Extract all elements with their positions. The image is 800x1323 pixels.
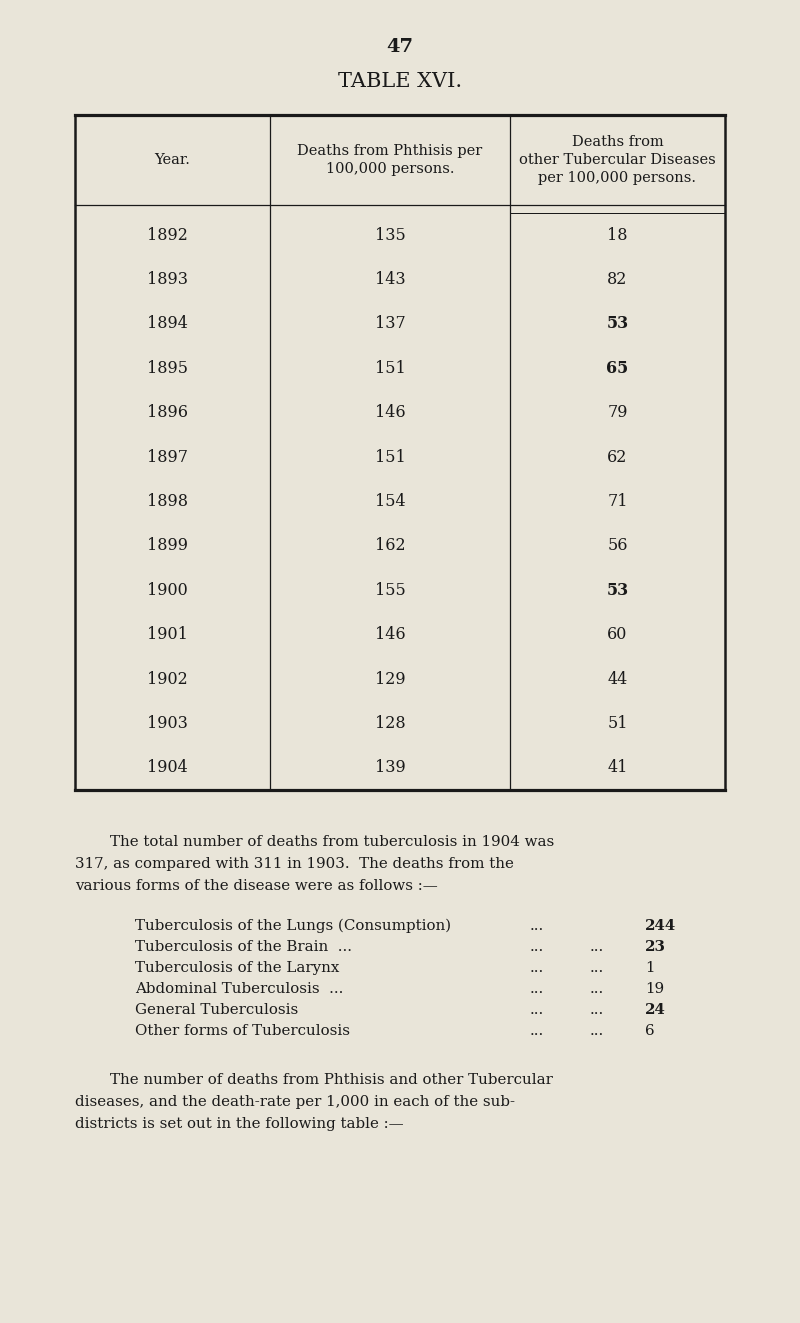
Text: 51: 51 bbox=[607, 714, 628, 732]
Text: 1896: 1896 bbox=[147, 405, 188, 421]
Text: 129: 129 bbox=[374, 671, 406, 688]
Text: 143: 143 bbox=[374, 271, 406, 288]
Text: various forms of the disease were as follows :—: various forms of the disease were as fol… bbox=[75, 878, 438, 893]
Text: ...: ... bbox=[530, 1024, 544, 1039]
Text: 1: 1 bbox=[645, 960, 654, 975]
Text: ...: ... bbox=[530, 1003, 544, 1017]
Text: 82: 82 bbox=[607, 271, 628, 288]
Text: ...: ... bbox=[590, 1003, 604, 1017]
Text: 151: 151 bbox=[374, 448, 406, 466]
Text: 128: 128 bbox=[374, 714, 406, 732]
Text: 23: 23 bbox=[645, 941, 666, 954]
Text: ...: ... bbox=[530, 982, 544, 996]
Text: 154: 154 bbox=[374, 493, 406, 509]
Text: 1902: 1902 bbox=[147, 671, 188, 688]
Text: 317, as compared with 311 in 1903.  The deaths from the: 317, as compared with 311 in 1903. The d… bbox=[75, 857, 514, 871]
Text: districts is set out in the following table :—: districts is set out in the following ta… bbox=[75, 1117, 404, 1131]
Text: The number of deaths from Phthisis and other Tubercular: The number of deaths from Phthisis and o… bbox=[110, 1073, 553, 1088]
Text: 1901: 1901 bbox=[147, 626, 188, 643]
Text: 60: 60 bbox=[607, 626, 628, 643]
Text: 155: 155 bbox=[374, 582, 406, 599]
Text: 244: 244 bbox=[645, 919, 676, 933]
Text: 1899: 1899 bbox=[147, 537, 188, 554]
Text: 71: 71 bbox=[607, 493, 628, 509]
Text: 6: 6 bbox=[645, 1024, 654, 1039]
Text: General Tuberculosis: General Tuberculosis bbox=[135, 1003, 298, 1017]
Text: Other forms of Tuberculosis: Other forms of Tuberculosis bbox=[135, 1024, 350, 1039]
Text: diseases, and the death-rate per 1,000 in each of the sub-: diseases, and the death-rate per 1,000 i… bbox=[75, 1095, 515, 1109]
Text: 135: 135 bbox=[374, 226, 406, 243]
Text: 62: 62 bbox=[607, 448, 628, 466]
Text: 79: 79 bbox=[607, 405, 628, 421]
Text: 18: 18 bbox=[607, 226, 628, 243]
Text: TABLE XVI.: TABLE XVI. bbox=[338, 71, 462, 91]
Text: 65: 65 bbox=[606, 360, 629, 377]
Text: ...: ... bbox=[590, 1024, 604, 1039]
Text: 1895: 1895 bbox=[147, 360, 188, 377]
Bar bbox=[75, 115, 725, 790]
Text: ...: ... bbox=[530, 919, 544, 933]
Text: Abdominal Tuberculosis  ...: Abdominal Tuberculosis ... bbox=[135, 982, 343, 996]
Text: 146: 146 bbox=[374, 626, 406, 643]
Text: 53: 53 bbox=[606, 582, 629, 599]
Text: ...: ... bbox=[590, 960, 604, 975]
Text: Deaths from
other Tubercular Diseases
per 100,000 persons.: Deaths from other Tubercular Diseases pe… bbox=[519, 135, 716, 185]
Text: Deaths from Phthisis per
100,000 persons.: Deaths from Phthisis per 100,000 persons… bbox=[298, 144, 482, 176]
Text: Tuberculosis of the Brain  ...: Tuberculosis of the Brain ... bbox=[135, 941, 352, 954]
Text: 139: 139 bbox=[374, 759, 406, 777]
Text: 151: 151 bbox=[374, 360, 406, 377]
Text: 41: 41 bbox=[607, 759, 628, 777]
Text: Tuberculosis of the Larynx: Tuberculosis of the Larynx bbox=[135, 960, 339, 975]
Text: Year.: Year. bbox=[154, 153, 190, 167]
Text: 24: 24 bbox=[645, 1003, 666, 1017]
Text: 1898: 1898 bbox=[147, 493, 188, 509]
Text: 162: 162 bbox=[374, 537, 406, 554]
Text: 1897: 1897 bbox=[147, 448, 188, 466]
Text: 47: 47 bbox=[386, 38, 414, 56]
Text: 1904: 1904 bbox=[147, 759, 188, 777]
Text: 1894: 1894 bbox=[147, 315, 188, 332]
Text: 56: 56 bbox=[607, 537, 628, 554]
Text: The total number of deaths from tuberculosis in 1904 was: The total number of deaths from tubercul… bbox=[110, 835, 554, 849]
Text: 19: 19 bbox=[645, 982, 664, 996]
Text: 1892: 1892 bbox=[147, 226, 188, 243]
Text: ...: ... bbox=[590, 982, 604, 996]
Text: Tuberculosis of the Lungs (Consumption): Tuberculosis of the Lungs (Consumption) bbox=[135, 919, 451, 934]
Text: 53: 53 bbox=[606, 315, 629, 332]
Text: 146: 146 bbox=[374, 405, 406, 421]
Text: ...: ... bbox=[590, 941, 604, 954]
Text: 1900: 1900 bbox=[147, 582, 188, 599]
Text: 1893: 1893 bbox=[147, 271, 188, 288]
Text: 1903: 1903 bbox=[147, 714, 188, 732]
Text: ...: ... bbox=[530, 960, 544, 975]
Text: 44: 44 bbox=[607, 671, 628, 688]
Text: ...: ... bbox=[530, 941, 544, 954]
Text: 137: 137 bbox=[374, 315, 406, 332]
